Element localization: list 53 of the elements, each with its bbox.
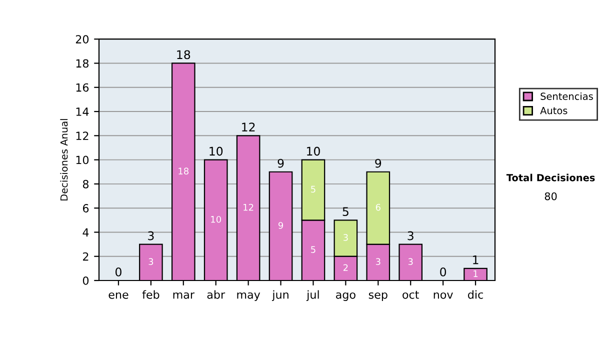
data-label: 5 xyxy=(311,246,316,253)
y-tick-label: 10 xyxy=(76,156,89,164)
data-label: 3 xyxy=(148,258,154,266)
x-tick-label: mar xyxy=(173,292,194,299)
data-label: 9 xyxy=(278,222,284,229)
x-tick-label: may xyxy=(237,292,260,301)
y-tick-label: 14 xyxy=(76,108,89,116)
y-tick-label: 16 xyxy=(76,83,89,92)
y-tick-label: 18 xyxy=(76,59,89,68)
legend-label: Sentencias xyxy=(540,92,593,100)
data-label: 10 xyxy=(211,216,221,223)
total-label: 3 xyxy=(408,231,414,240)
y-tick-label: 8 xyxy=(82,180,89,188)
data-label: 2 xyxy=(343,264,348,271)
text: Total Decisiones xyxy=(506,174,595,182)
x-tick-label: feb xyxy=(142,290,160,299)
x-tick-label: jul xyxy=(306,290,319,301)
total-label: 12 xyxy=(242,122,255,132)
total-label: 0 xyxy=(440,267,446,276)
total-label: 1 xyxy=(473,256,478,264)
x-tick-label: abr xyxy=(207,290,226,299)
data-label: 3 xyxy=(376,258,380,266)
total-label: 3 xyxy=(148,231,154,240)
data-label: 3 xyxy=(408,258,413,266)
y-tick-label: 4 xyxy=(82,228,89,236)
y-tick-label: 20 xyxy=(76,35,89,44)
total-label: 0 xyxy=(116,267,122,276)
data-label: 1 xyxy=(474,270,478,277)
x-tick-label: nov xyxy=(434,292,453,299)
total-label: 10 xyxy=(210,146,223,156)
data-label: 18 xyxy=(178,168,189,174)
y-tick-label: 0 xyxy=(82,276,89,285)
y-tick-label: 2 xyxy=(83,252,88,261)
y-tick-label: 12 xyxy=(76,132,88,140)
data-label: 6 xyxy=(376,204,380,211)
data-label: 3 xyxy=(344,234,348,241)
legend-label: Autos xyxy=(540,107,568,114)
x-tick-label: dic xyxy=(468,290,483,299)
total-label: 10 xyxy=(307,146,320,156)
x-tick-label: oct xyxy=(402,290,419,299)
data-label: 12 xyxy=(244,204,254,211)
y-axis-title: Decisiones Anual xyxy=(60,119,68,200)
x-tick-label: ago xyxy=(336,292,356,301)
total-label: 9 xyxy=(375,158,382,168)
x-tick-label: ene xyxy=(108,292,128,299)
data-label: 5 xyxy=(311,186,316,193)
total-label: 9 xyxy=(278,158,284,168)
y-tick-label: 6 xyxy=(82,204,89,212)
total-label: 18 xyxy=(177,50,190,60)
total-label: 5 xyxy=(342,207,348,216)
x-tick-label: sep xyxy=(368,292,388,301)
text: 80 xyxy=(544,192,557,200)
x-tick-label: jun xyxy=(272,290,288,301)
